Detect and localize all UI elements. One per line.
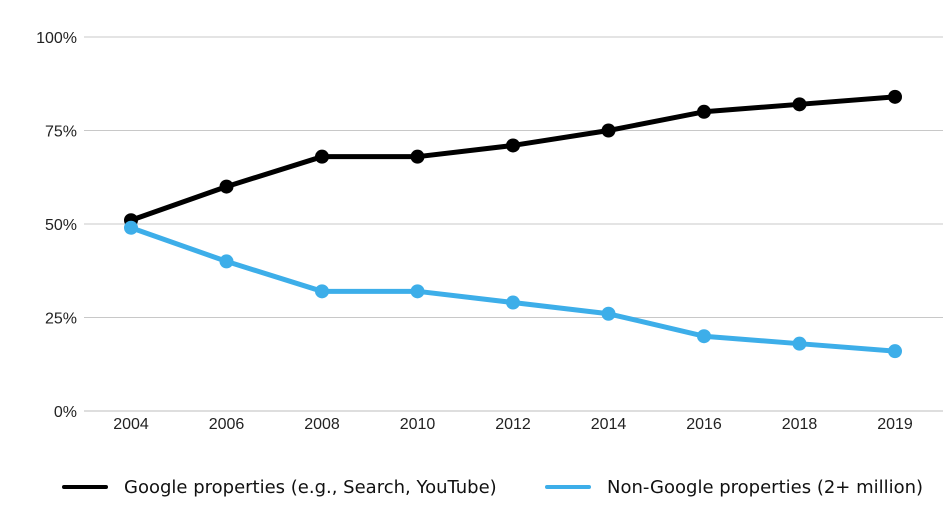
data-point <box>124 220 138 235</box>
series-line-0 <box>128 94 898 223</box>
series-line-1 <box>128 225 898 354</box>
data-point <box>792 336 807 351</box>
data-point <box>601 123 616 138</box>
data-point <box>601 306 616 321</box>
y-tick-label: 0% <box>54 404 77 421</box>
x-axis-tick-labels: 2004 2006 2008 2010 2012 2014 2016 2018 2019 <box>113 416 913 433</box>
legend-swatch-google <box>62 485 108 489</box>
data-point <box>315 284 329 299</box>
x-tick-label: 2016 <box>686 416 722 433</box>
data-point <box>410 284 425 299</box>
x-tick-label: 2010 <box>400 416 436 433</box>
y-tick-label: 75% <box>45 124 77 141</box>
x-tick-label: 2012 <box>495 416 531 433</box>
legend-item-non-google: Non-Google properties (2+ million) <box>545 470 923 504</box>
data-point <box>888 344 902 359</box>
x-tick-label: 2014 <box>591 416 627 433</box>
y-tick-label: 50% <box>45 217 77 234</box>
x-tick-label: 2008 <box>304 416 340 433</box>
data-point <box>888 89 902 104</box>
data-point <box>697 104 711 119</box>
y-tick-label: 100% <box>36 30 77 47</box>
legend-label-non-google: Non-Google properties (2+ million) <box>607 476 924 498</box>
x-tick-label: 2006 <box>209 416 245 433</box>
data-point <box>792 97 807 112</box>
data-point <box>219 179 234 194</box>
data-point <box>410 149 425 164</box>
y-tick-label: 25% <box>45 311 77 328</box>
legend-label-google: Google properties (e.g., Search, YouTube… <box>124 476 497 498</box>
chart-svg: 0% 25% 50% 75% 100% 2004 2006 2008 2010 2012 2014… <box>36 30 943 433</box>
legend-swatch-non-google <box>545 485 591 489</box>
x-tick-label: 2004 <box>113 416 149 433</box>
legend-item-google: Google properties (e.g., Search, YouTube… <box>62 470 497 504</box>
y-axis-tick-labels: 0% 25% 50% 75% 100% <box>36 30 77 421</box>
data-point <box>219 254 234 269</box>
data-point <box>506 295 520 310</box>
grid-lines <box>84 36 943 412</box>
data-point <box>506 138 520 153</box>
data-point <box>315 149 329 164</box>
x-tick-label: 2018 <box>782 416 818 433</box>
legend: Google properties (e.g., Search, YouTube… <box>0 470 944 504</box>
series-lines <box>124 89 902 359</box>
x-tick-label: 2019 <box>877 416 913 433</box>
data-point <box>697 329 711 344</box>
